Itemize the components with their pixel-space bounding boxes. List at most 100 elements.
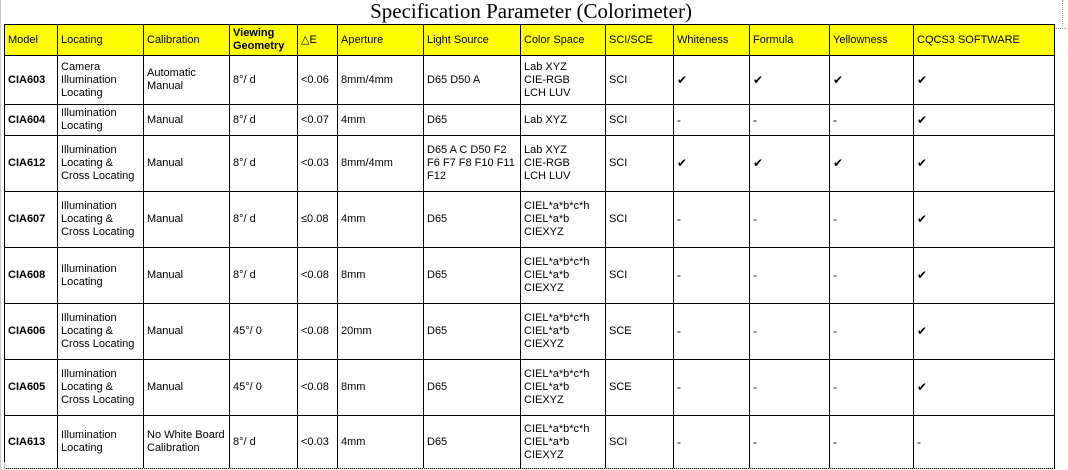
page-title: Specification Parameter (Colorimeter) [370,0,692,23]
cell-model: CIA603 [4,55,58,105]
table-row-cia607: CIA607 Illumination Locating & Cross Loc… [4,191,1055,248]
cell-sci-sce: SCI [605,415,674,469]
cell-viewing-geometry: 8°/ d [229,415,298,469]
cell-model: CIA613 [4,415,58,469]
cell-light-source: D65 [423,247,521,304]
cell-light-source: D65 [423,303,521,360]
cell-calibration: Manual [143,104,230,136]
partial-next-row [4,462,1054,470]
table-row-cia605: CIA605 Illumination Locating & Cross Loc… [4,359,1055,416]
cell-viewing-geometry: 8°/ d [229,247,298,304]
cell-aperture: 8mm [337,359,424,416]
cell-viewing-geometry: 8°/ d [229,55,298,105]
cell-color-space: Lab XYZ CIE-RGB LCH LUV [520,135,606,192]
page-break-dotted-line-horizontal [1056,28,1068,29]
cell-aperture: 4mm [337,415,424,469]
cell-calibration: Automatic Manual [143,55,230,105]
cell-whiteness: - [673,247,750,304]
cell-light-source: D65 [423,104,521,136]
cell-viewing-geometry: 8°/ d [229,191,298,248]
cell-sci-sce: SCI [605,55,674,105]
cell-yellowness: ✔ [829,135,914,192]
table-row-cia604: CIA604 Illumination Locating Manual 8°/ … [4,104,1055,136]
cell-cqcs3: - [913,415,1055,469]
cell-sci-sce: SCE [605,303,674,360]
bottom-dotted-gridline [4,468,1054,469]
cell-yellowness: - [829,191,914,248]
cell-locating: Illumination Locating & Cross Locating [57,191,144,248]
cell-formula: ✔ [749,55,830,105]
column-header-aperture: Aperture [337,24,424,56]
cell-light-source: D65 D50 A [423,55,521,105]
cell-sci-sce: SCI [605,135,674,192]
cell-locating: Illumination Locating [57,247,144,304]
cell-aperture: 8mm/4mm [337,135,424,192]
cell-aperture: 8mm [337,247,424,304]
cell-locating: Illumination Locating & Cross Locating [57,135,144,192]
cell-sci-sce: SCE [605,359,674,416]
cell-calibration: Manual [143,135,230,192]
cell-whiteness: ✔ [673,55,750,105]
cell-cqcs3: ✔ [913,135,1055,192]
cell-color-space: CIEL*a*b*c*h CIEL*a*b CIEXYZ [520,191,606,248]
cell-model: CIA604 [4,104,58,136]
cell-calibration: No White Board Calibration [143,415,230,469]
cell-viewing-geometry: 45°/ 0 [229,303,298,360]
cell-formula: - [749,303,830,360]
cell-aperture: 4mm [337,191,424,248]
cell-aperture: 4mm [337,104,424,136]
cell-sci-sce: SCI [605,191,674,248]
cell-cqcs3: ✔ [913,55,1055,105]
cell-light-source: D65 A C D50 F2 F6 F7 F8 F10 F11 F12 [423,135,521,192]
cell-formula: - [749,415,830,469]
cell-calibration: Manual [143,303,230,360]
cell-locating: Camera Illumination Locating [57,55,144,105]
cell-whiteness: - [673,104,750,136]
cell-sci-sce: SCI [605,247,674,304]
cell-delta-e: <0.08 [297,359,338,416]
table-row-cia603: CIA603 Camera Illumination Locating Auto… [4,55,1055,105]
cell-cqcs3: ✔ [913,359,1055,416]
cell-yellowness: - [829,303,914,360]
cell-cqcs3: ✔ [913,247,1055,304]
cell-whiteness: - [673,359,750,416]
cell-calibration: Manual [143,247,230,304]
cell-color-space: CIEL*a*b*c*h CIEL*a*b CIEXYZ [520,247,606,304]
cell-yellowness: - [829,359,914,416]
cell-light-source: D65 [423,415,521,469]
cell-calibration: Manual [143,191,230,248]
cell-locating: Illumination Locating [57,104,144,136]
cell-whiteness: ✔ [673,135,750,192]
column-header-calibration: Calibration [143,24,230,56]
cell-color-space: CIEL*a*b*c*h CIEL*a*b CIEXYZ [520,303,606,360]
cell-aperture: 8mm/4mm [337,55,424,105]
cell-cqcs3: ✔ [913,104,1055,136]
cell-formula: - [749,191,830,248]
column-header-whiteness: Whiteness [673,24,750,56]
cell-delta-e: ≤0.08 [297,191,338,248]
column-header-delta-e: △E [297,24,338,56]
column-header-model: Model [4,24,58,56]
cell-yellowness: - [829,104,914,136]
cell-model: CIA605 [4,359,58,416]
cell-delta-e: <0.08 [297,247,338,304]
table-row-cia612: CIA612 Illumination Locating & Cross Loc… [4,135,1055,192]
table-row-cia613: CIA613 Illumination Locating No White Bo… [4,415,1055,469]
cell-delta-e: <0.06 [297,55,338,105]
cell-viewing-geometry: 45°/ 0 [229,359,298,416]
column-header-light-source: Light Source [423,24,521,56]
cell-model: CIA608 [4,247,58,304]
cell-delta-e: <0.03 [297,415,338,469]
header-row: Model Locating Calibration Viewing Geome… [4,24,1055,56]
cell-aperture: 20mm [337,303,424,360]
column-header-viewing-geometry: Viewing Geometry [229,24,298,56]
cell-color-space: CIEL*a*b*c*h CIEL*a*b CIEXYZ [520,415,606,469]
cell-yellowness: ✔ [829,55,914,105]
cell-delta-e: <0.08 [297,303,338,360]
cell-formula: ✔ [749,135,830,192]
column-header-yellowness: Yellowness [829,24,914,56]
cell-light-source: D65 [423,191,521,248]
cell-yellowness: - [829,247,914,304]
cell-model: CIA612 [4,135,58,192]
